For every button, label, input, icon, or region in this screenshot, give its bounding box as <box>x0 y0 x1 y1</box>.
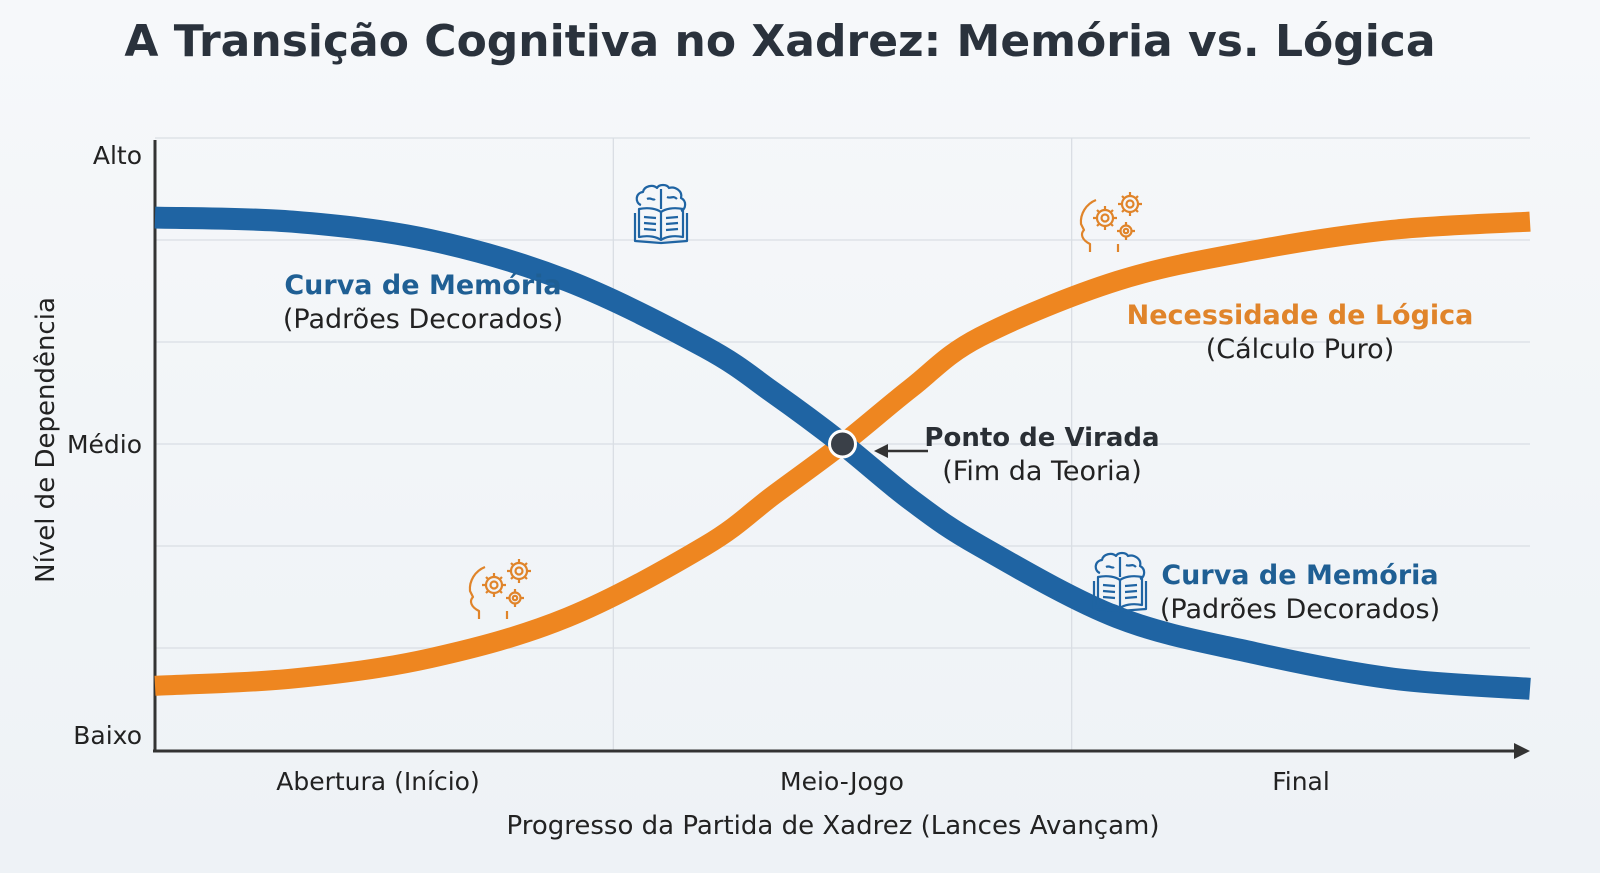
x-axis-label: Progresso da Partida de Xadrez (Lances A… <box>506 811 1159 841</box>
turning-point-label: Ponto de Virada <box>924 423 1159 453</box>
y-axis-label: Nível de Dependência <box>31 297 61 583</box>
y-tick-label: Médio <box>67 430 142 459</box>
brain-book-icon <box>633 183 689 245</box>
memory-curve-sublabel-bottom: (Padrões Decorados) <box>1160 594 1440 625</box>
turning-point-sublabel: (Fim da Teoria) <box>942 456 1141 487</box>
x-tick-label: Final <box>1272 767 1330 796</box>
memory-curve-sublabel: (Padrões Decorados) <box>283 304 563 335</box>
memory-curve-label: Curva de Memória <box>284 270 561 301</box>
x-axis-arrow-icon <box>1514 743 1530 759</box>
x-tick-label: Abertura (Início) <box>276 767 479 796</box>
chart-title: A Transição Cognitiva no Xadrez: Memória… <box>124 16 1435 67</box>
y-tick-label: Alto <box>93 141 142 170</box>
memory-curve-label-bottom: Curva de Memória <box>1161 560 1438 591</box>
head-gears-icon <box>468 557 533 621</box>
head-gears-icon <box>1079 190 1144 254</box>
y-tick-label: Baixo <box>73 721 142 750</box>
arrow-icon <box>874 444 928 458</box>
logic-curve-label: Necessidade de Lógica <box>1127 300 1474 331</box>
logic-curve-sublabel: (Cálculo Puro) <box>1206 334 1394 365</box>
x-tick-label: Meio-Jogo <box>780 767 904 796</box>
turning-point-marker <box>828 429 857 459</box>
